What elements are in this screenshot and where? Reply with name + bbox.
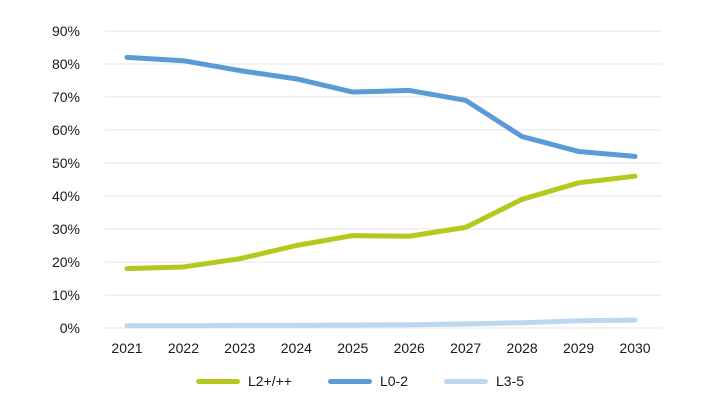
y-tick-label: 0% xyxy=(59,320,80,336)
x-tick-label: 2021 xyxy=(111,340,143,356)
y-tick-label: 80% xyxy=(51,56,80,72)
legend-label: L2+/++ xyxy=(247,373,292,389)
y-tick-label: 90% xyxy=(51,23,80,39)
series-line-l0-2 xyxy=(124,54,638,159)
legend-swatch-icon xyxy=(195,378,240,384)
x-tick-label: 2028 xyxy=(506,340,538,356)
legend-item-l0-2: L0-2 xyxy=(327,372,408,390)
x-tick-label: 2022 xyxy=(167,340,200,356)
x-tick-label: 2026 xyxy=(393,340,425,356)
x-tick-label: 2029 xyxy=(562,340,595,356)
series-line-l2- xyxy=(124,173,638,272)
y-tick-label: 10% xyxy=(51,287,80,303)
legend-label: L3-5 xyxy=(496,373,525,389)
x-tick-label: 2024 xyxy=(280,340,312,356)
legend-swatch-icon xyxy=(327,378,372,384)
x-tick-label: 2030 xyxy=(619,340,651,356)
x-tick-label: 2023 xyxy=(224,340,256,356)
y-tick-label: 50% xyxy=(51,155,80,171)
y-tick-label: 30% xyxy=(51,221,80,237)
x-tick-label: 2027 xyxy=(450,340,482,356)
legend-item-l3-5: L3-5 xyxy=(444,372,524,390)
series-line-l3-5 xyxy=(124,317,638,329)
legend-item-l2-: L2+/++ xyxy=(195,372,292,390)
y-tick-label: 20% xyxy=(51,254,80,270)
series-lines xyxy=(124,54,638,329)
legend: L2+/++ L0-2 L3-5 xyxy=(0,372,720,390)
legend-label: L0-2 xyxy=(379,373,408,389)
y-tick-label: 40% xyxy=(51,188,80,204)
y-tick-label: 70% xyxy=(51,89,80,105)
gridlines xyxy=(105,30,662,329)
y-tick-label: 60% xyxy=(51,122,80,138)
legend-swatch-icon xyxy=(444,378,488,384)
x-tick-label: 2025 xyxy=(337,340,369,356)
